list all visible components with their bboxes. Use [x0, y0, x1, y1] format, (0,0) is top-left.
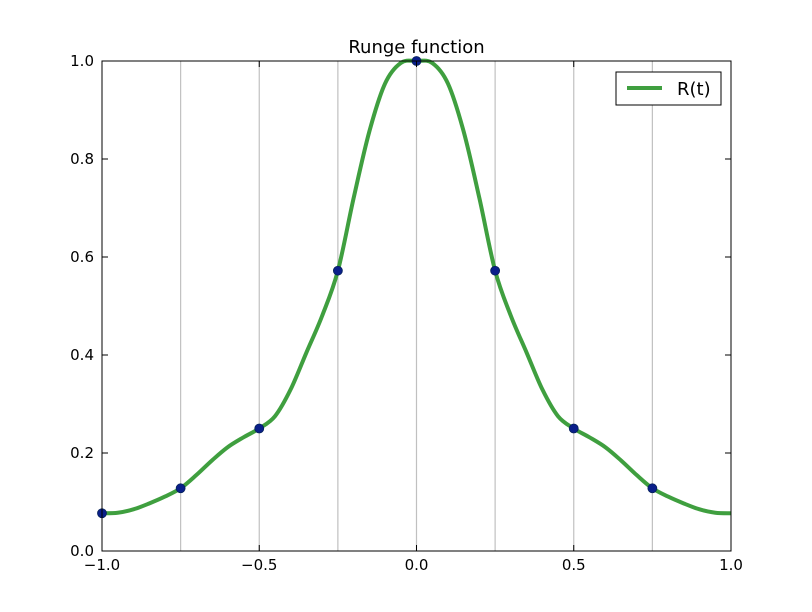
legend-label: R(t)	[677, 79, 711, 100]
y-tick-label: 0.2	[70, 444, 94, 462]
y-tick-label: 1.0	[70, 52, 94, 70]
grid-layer	[180, 61, 653, 551]
legend: R(t)	[615, 71, 722, 106]
x-tick-label: 1.0	[719, 556, 743, 574]
sample-point	[332, 265, 343, 276]
x-tick-label: −1.0	[84, 556, 120, 574]
x-tick-label: −0.5	[241, 556, 277, 574]
chart-title: Runge function	[348, 37, 484, 58]
y-tick-label: 0.8	[70, 150, 94, 168]
y-tick-label: 0.0	[70, 542, 94, 560]
tick-layer: −1.0 −0.5 0.0 0.5 1.0 0.0 0.2 0.4 0.6 0.8 1.0	[70, 52, 743, 574]
sample-point	[647, 483, 658, 494]
sample-point	[490, 265, 501, 276]
sample-point	[568, 423, 579, 434]
y-tick-label: 0.6	[70, 248, 94, 266]
sample-point	[175, 483, 186, 494]
x-tick-label: 0.0	[405, 556, 429, 574]
y-tick-label: 0.4	[70, 346, 94, 364]
x-tick-label: 0.5	[562, 556, 586, 574]
sample-point	[254, 423, 265, 434]
